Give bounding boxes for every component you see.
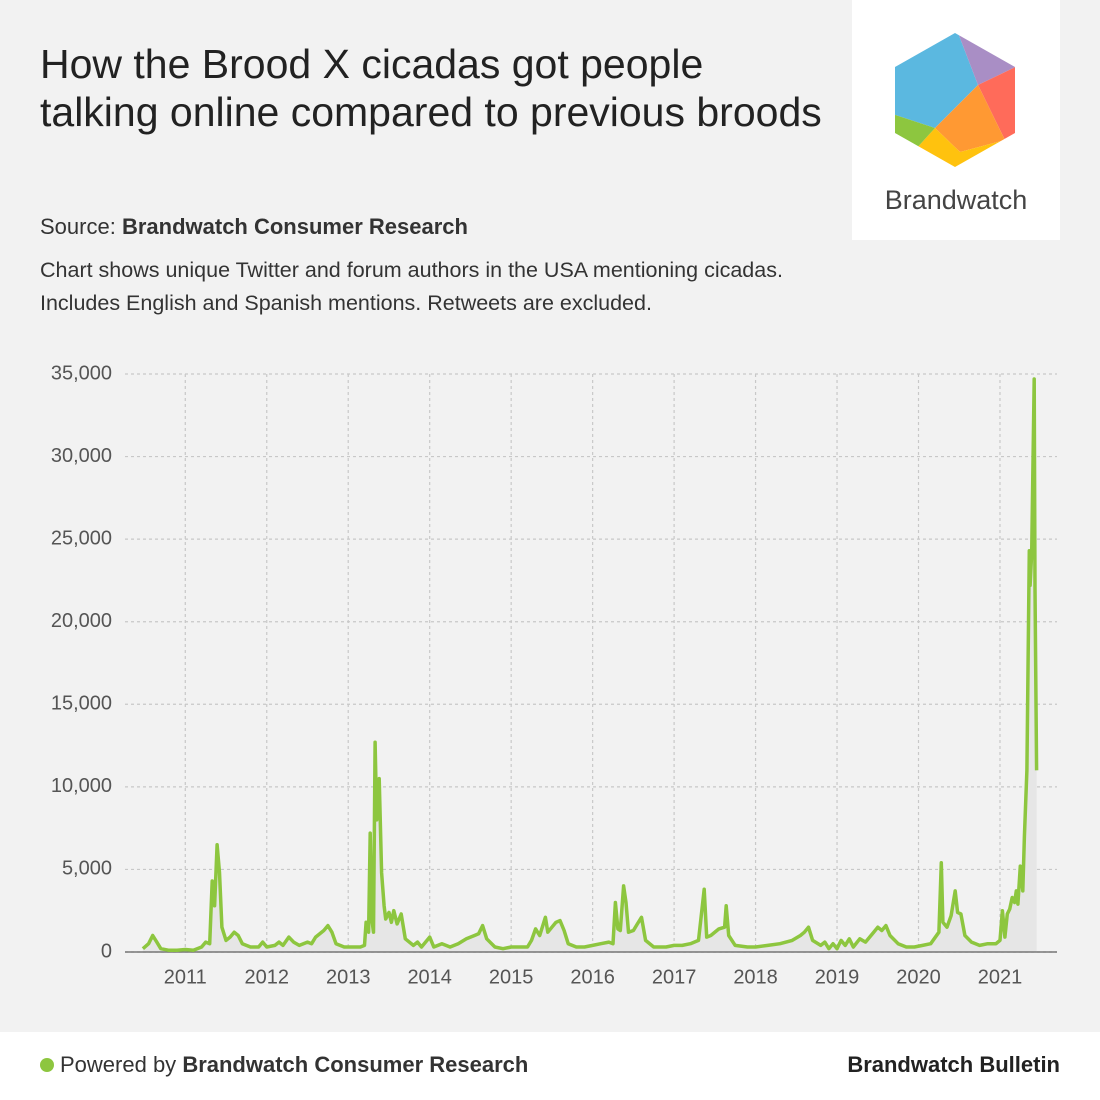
x-tick-label: 2015 xyxy=(489,966,534,988)
y-tick-label: 25,000 xyxy=(51,527,112,549)
y-tick-label: 0 xyxy=(101,940,112,962)
x-tick-label: 2012 xyxy=(245,966,290,988)
area xyxy=(142,379,1037,952)
x-tick-label: 2017 xyxy=(652,966,697,988)
source: Source: Brandwatch Consumer Research xyxy=(40,214,468,240)
y-tick-label: 5,000 xyxy=(62,858,112,880)
x-tick-label: 2020 xyxy=(896,966,941,988)
y-tick-label: 30,000 xyxy=(51,445,112,467)
x-tick-label: 2016 xyxy=(570,966,615,988)
logo: Brandwatch xyxy=(852,0,1060,240)
logo-mark xyxy=(895,33,1015,167)
brand: Brandwatch Bulletin xyxy=(847,1052,1060,1077)
x-tick-label: 2014 xyxy=(407,966,452,988)
x-tick-label: 2021 xyxy=(978,966,1023,988)
x-tick-label: 2019 xyxy=(815,966,860,988)
footer: Powered by Brandwatch Consumer Research … xyxy=(0,1032,1100,1100)
description: Chart shows unique Twitter and forum aut… xyxy=(40,258,783,315)
dot xyxy=(40,1058,54,1072)
x-tick-label: 2013 xyxy=(326,966,371,988)
source-name: Brandwatch Consumer Research xyxy=(121,214,468,239)
x-tick-label: 2011 xyxy=(164,966,207,988)
logo-text: Brandwatch xyxy=(884,185,1028,215)
y-tick-label: 15,000 xyxy=(51,693,112,715)
chart: 0 5,000 10,000 15,000 20,000 25,000 30,000 35,0… xyxy=(51,362,1057,988)
y-tick-label: 10,000 xyxy=(51,775,112,797)
powered-label: Powered by xyxy=(60,1052,177,1077)
powered-name: Brandwatch Consumer Research xyxy=(182,1052,529,1077)
y-tick-label: 20,000 xyxy=(51,610,112,632)
title: How the Brood X cicadas got people talki… xyxy=(40,41,822,135)
x-tick-label: 2018 xyxy=(733,966,778,988)
powered-by: Powered by Brandwatch Consumer Research xyxy=(40,1052,528,1078)
y-tick-label: 35,000 xyxy=(51,362,112,384)
line xyxy=(141,377,1039,953)
source-label: Source: xyxy=(40,214,116,239)
